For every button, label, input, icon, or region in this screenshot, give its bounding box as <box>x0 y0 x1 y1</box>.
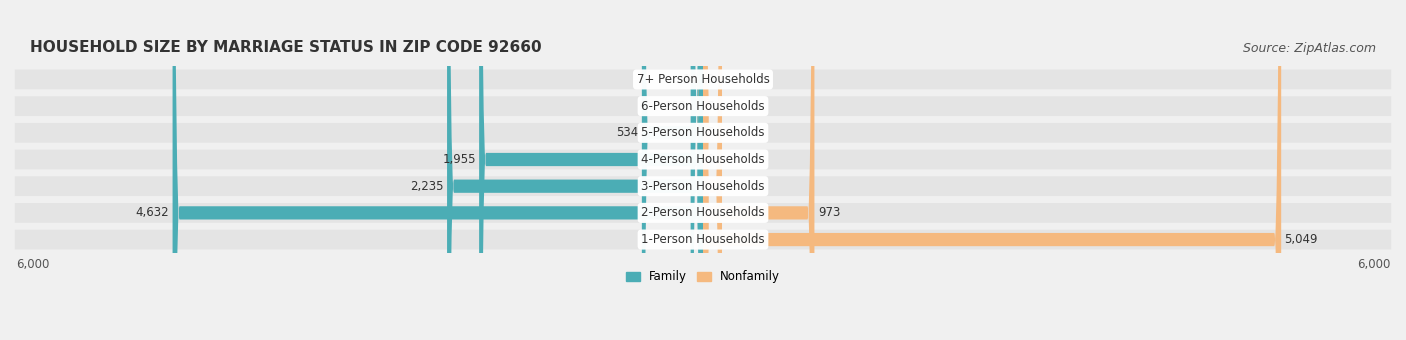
Text: 6,000: 6,000 <box>1357 258 1391 271</box>
Text: 1-Person Households: 1-Person Households <box>641 233 765 246</box>
Text: 1,955: 1,955 <box>443 153 475 166</box>
Text: 108: 108 <box>665 100 688 113</box>
Text: 973: 973 <box>818 206 841 219</box>
Text: 4,632: 4,632 <box>135 206 169 219</box>
FancyBboxPatch shape <box>643 0 703 340</box>
Text: 0: 0 <box>706 73 714 86</box>
FancyBboxPatch shape <box>479 0 703 340</box>
FancyBboxPatch shape <box>696 0 710 340</box>
Text: 6-Person Households: 6-Person Households <box>641 100 765 113</box>
Text: 14: 14 <box>683 73 697 86</box>
Text: 166: 166 <box>725 180 748 193</box>
FancyBboxPatch shape <box>14 123 1392 143</box>
FancyBboxPatch shape <box>173 0 703 340</box>
FancyBboxPatch shape <box>703 0 723 340</box>
Legend: Family, Nonfamily: Family, Nonfamily <box>621 266 785 288</box>
Text: 3-Person Households: 3-Person Households <box>641 180 765 193</box>
FancyBboxPatch shape <box>14 176 1392 196</box>
Text: Source: ZipAtlas.com: Source: ZipAtlas.com <box>1243 42 1376 55</box>
Text: 7+ Person Households: 7+ Person Households <box>637 73 769 86</box>
Text: 2-Person Households: 2-Person Households <box>641 206 765 219</box>
Text: 4-Person Households: 4-Person Households <box>641 153 765 166</box>
FancyBboxPatch shape <box>14 70 1392 89</box>
FancyBboxPatch shape <box>703 0 814 340</box>
Text: 3: 3 <box>707 126 714 139</box>
FancyBboxPatch shape <box>696 0 709 340</box>
FancyBboxPatch shape <box>447 0 703 340</box>
Text: 534: 534 <box>616 126 638 139</box>
FancyBboxPatch shape <box>14 150 1392 169</box>
Text: 5-Person Households: 5-Person Households <box>641 126 765 139</box>
FancyBboxPatch shape <box>14 96 1392 116</box>
FancyBboxPatch shape <box>703 0 1281 340</box>
Text: HOUSEHOLD SIZE BY MARRIAGE STATUS IN ZIP CODE 92660: HOUSEHOLD SIZE BY MARRIAGE STATUS IN ZIP… <box>30 40 541 55</box>
Text: 6,000: 6,000 <box>15 258 49 271</box>
FancyBboxPatch shape <box>697 0 710 340</box>
FancyBboxPatch shape <box>690 0 703 340</box>
Text: 7: 7 <box>707 100 714 113</box>
Text: 2,235: 2,235 <box>411 180 444 193</box>
FancyBboxPatch shape <box>14 230 1392 250</box>
FancyBboxPatch shape <box>14 203 1392 223</box>
Text: 0: 0 <box>706 153 714 166</box>
Text: 5,049: 5,049 <box>1285 233 1317 246</box>
